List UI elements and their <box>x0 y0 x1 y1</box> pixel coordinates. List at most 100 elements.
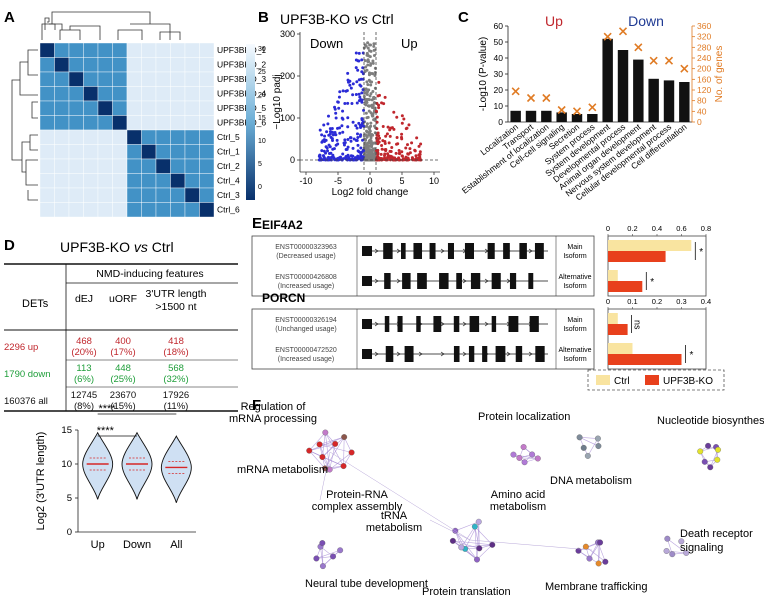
network-cluster-label: metabolism <box>366 522 422 534</box>
volcano-point-up <box>397 148 401 152</box>
volcano-point-down <box>334 133 338 137</box>
panel-label-a: A <box>4 9 15 26</box>
volcano-point-ns <box>369 139 373 143</box>
heatmap-cell <box>112 57 128 73</box>
volcano-point-ns <box>362 94 366 98</box>
heatmap-cell <box>155 57 171 73</box>
volcano-point-down <box>357 121 361 125</box>
isoform-gene-name: EIF4A2 <box>262 218 303 232</box>
volcano-point-up <box>389 157 393 161</box>
volcano-point-ns <box>366 141 370 145</box>
volcano-point-down <box>355 101 359 105</box>
heatmap-cell <box>141 100 157 116</box>
isoform-bar-ctrl <box>608 240 692 251</box>
network-node <box>714 456 721 463</box>
volcano-point-down <box>336 126 340 130</box>
network-cluster-label: Nucleotide biosynthesis <box>657 415 764 427</box>
volcano-point-ns <box>366 149 370 153</box>
intron-arrow <box>396 278 401 284</box>
heatmap-cell <box>184 57 200 73</box>
heatmap-row-label: Ctrl_2 <box>217 161 240 171</box>
heatmap-cell <box>170 202 186 218</box>
table-value-cell: 400 <box>115 336 131 347</box>
det-table: NMD-inducing features DETs dEJ uORF 3'UTR le… <box>4 263 238 412</box>
volcano-point-ns <box>366 83 370 87</box>
network-cluster-label: complex assembly <box>312 501 403 513</box>
volcano-xtick-label: 5 <box>399 176 404 186</box>
go-bar <box>571 114 583 122</box>
volcano-point-down <box>358 83 362 87</box>
heatmap-row-label: Ctrl_5 <box>217 132 240 142</box>
network-node <box>306 447 313 454</box>
table-value-cell: 418 <box>168 336 184 347</box>
network-edge <box>452 540 493 546</box>
volcano-point-down <box>322 123 326 127</box>
heatmap-cell <box>112 158 128 174</box>
volcano-point-down <box>356 136 360 140</box>
volcano-point-up <box>396 142 400 146</box>
heatmap-cell <box>83 86 99 102</box>
isoform-bar-ctrl <box>608 343 633 354</box>
heatmap-cell <box>155 86 171 102</box>
heatmap-cell <box>112 42 128 58</box>
intron-arrow <box>374 278 379 284</box>
isoform-role-label: Main <box>567 317 582 324</box>
heatmap-cell <box>170 158 186 174</box>
volcano-point-ns <box>370 114 374 118</box>
go-gene-count-marker <box>618 27 628 36</box>
volcano-point-up <box>387 141 391 145</box>
volcano-point-up <box>386 125 390 129</box>
network-node <box>322 429 329 436</box>
heatmap-cell <box>54 129 70 145</box>
go-ytick-right-label: 360 <box>697 21 711 31</box>
go-gene-count-marker <box>572 107 582 116</box>
colorbar-tick-label: 5 <box>258 161 262 168</box>
heatmap-cell <box>141 144 157 160</box>
go-ytick-label: 20 <box>494 85 504 95</box>
heatmap-cell <box>97 100 113 116</box>
table-title: UPF3B-KO vs Ctrl <box>60 239 174 255</box>
volcano-point-up <box>418 152 422 156</box>
volcano-point-ns <box>363 138 367 142</box>
heatmap-cell <box>184 144 200 160</box>
heatmap-top-dendrogram <box>41 11 181 40</box>
volcano-point-down <box>326 114 330 118</box>
heatmap-cell <box>141 86 157 102</box>
heatmap-cell <box>97 202 113 218</box>
intron-arrow <box>374 248 379 254</box>
isoform-bar-tick-label: 0.1 <box>627 297 637 306</box>
volcano-point-down <box>337 106 341 110</box>
table-value-cell: 448 <box>115 363 131 374</box>
heatmap-cell <box>155 202 171 218</box>
volcano-xtick-label: 10 <box>429 176 439 186</box>
isoform-role-label: Isoform <box>563 253 587 260</box>
isoform-bar-ko <box>608 354 682 365</box>
heatmap-cell <box>83 57 99 73</box>
volcano-point-ns <box>370 145 374 149</box>
table-percent-cell: (25%) <box>110 374 135 385</box>
volcano-point-ns <box>371 61 375 65</box>
go-ytick-label: 60 <box>494 21 504 31</box>
heatmap-cell <box>54 158 70 174</box>
volcano-point-down <box>328 132 332 136</box>
volcano-xlabel: Log2 fold change <box>332 187 409 198</box>
network-edge <box>309 432 326 451</box>
heatmap-cell <box>199 173 215 189</box>
violin-shape <box>160 435 192 503</box>
heatmap-cell <box>83 42 99 58</box>
volcano-point-down <box>354 51 358 55</box>
heatmap-cell <box>68 71 84 87</box>
heatmap-cell <box>83 100 99 116</box>
network-node <box>489 541 496 548</box>
volcano-point-up <box>418 150 422 154</box>
heatmap-cell <box>184 158 200 174</box>
volcano-point-up <box>408 147 412 151</box>
volcano-point-down <box>357 150 361 154</box>
volcano-point-ns <box>366 115 370 119</box>
heatmap-cell <box>199 144 215 160</box>
volcano-point-ns <box>371 59 375 63</box>
volcano-point-down <box>328 130 332 134</box>
intron-arrow <box>528 321 533 327</box>
volcano-point-up <box>389 126 393 130</box>
go-ytick-right-label: 320 <box>697 32 711 42</box>
